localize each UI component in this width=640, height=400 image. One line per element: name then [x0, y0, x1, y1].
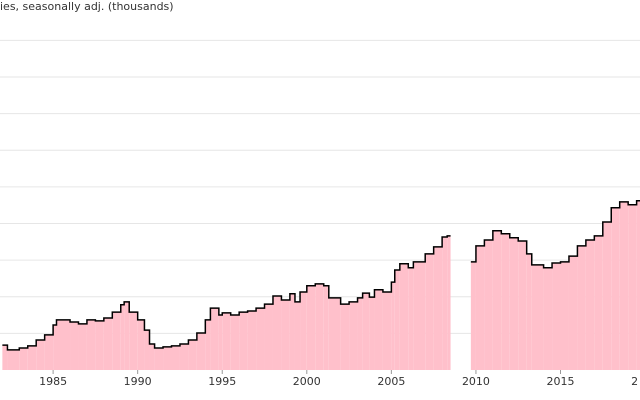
area-step [289, 293, 295, 370]
area-step [19, 348, 28, 370]
area-step [408, 267, 414, 370]
area-step [492, 230, 502, 370]
area-step [272, 296, 282, 370]
area-step [484, 239, 493, 370]
area-step [636, 200, 640, 370]
area-step [349, 301, 358, 370]
area-step [628, 204, 637, 370]
area-step [413, 261, 426, 370]
area-step [509, 237, 519, 370]
area-step [577, 245, 586, 370]
area-step [394, 269, 400, 370]
area-step [340, 304, 350, 370]
area-step [362, 293, 370, 370]
area-step [442, 237, 448, 370]
area-step [281, 300, 290, 370]
area-step [323, 285, 329, 370]
area-step [239, 312, 248, 370]
area-step [391, 282, 395, 370]
area-step [306, 285, 316, 370]
area-step [129, 312, 138, 370]
area-step [44, 334, 54, 370]
chart-title: ies, seasonally adj. (thousands) [0, 0, 174, 13]
area-step [188, 339, 197, 370]
area-step [247, 311, 257, 370]
area-step [369, 297, 375, 370]
area-step [95, 320, 104, 370]
area-step [27, 345, 37, 370]
area-step [357, 297, 363, 370]
area-step [53, 324, 57, 370]
area-step [144, 330, 150, 370]
area-step [300, 291, 307, 370]
area-step [611, 207, 620, 370]
x-tick-label: 2015 [547, 375, 575, 388]
area-step [78, 323, 87, 370]
area-step [382, 291, 392, 370]
area-step [399, 263, 409, 370]
area-step [594, 235, 603, 370]
area-step [619, 201, 629, 370]
area-step [526, 253, 532, 370]
area-step [149, 343, 155, 370]
area-step [560, 261, 569, 370]
area-step [294, 301, 301, 370]
area-step [585, 239, 595, 370]
step-line [2, 235, 451, 351]
area-step [137, 319, 145, 370]
area-step [36, 339, 45, 370]
area-step [112, 312, 121, 370]
x-tick-label: 1990 [124, 375, 152, 388]
area-step [154, 348, 164, 370]
area-step [518, 241, 527, 370]
area-step [425, 253, 434, 370]
area-step [328, 297, 341, 370]
area-step [7, 349, 20, 370]
area-step [210, 308, 219, 370]
area-step [205, 319, 211, 370]
area-step [163, 346, 172, 370]
area-step [171, 345, 180, 370]
area-step [2, 345, 8, 370]
x-tick-label: 2005 [377, 375, 405, 388]
area-step [230, 315, 240, 370]
area-step [531, 264, 544, 370]
area-step [264, 304, 273, 370]
area-step [475, 245, 485, 370]
area-step [602, 222, 612, 370]
x-tick-label: 2000 [293, 375, 321, 388]
area-step [374, 289, 383, 370]
area-step [70, 322, 79, 370]
area-step [86, 319, 96, 370]
area-step [470, 261, 476, 370]
x-tick-label: 2 [631, 375, 638, 388]
area-step [179, 343, 189, 370]
x-tick-label: 1985 [39, 375, 67, 388]
x-tick-label: 2010 [462, 375, 490, 388]
area-step [447, 235, 451, 370]
area-step [568, 256, 578, 370]
area-step [196, 333, 206, 370]
area-step [256, 308, 265, 370]
area-step [56, 319, 71, 370]
area-step [120, 304, 125, 370]
area-step [552, 263, 561, 370]
area-step [433, 246, 443, 370]
area-step [543, 267, 553, 370]
area-step [218, 315, 223, 370]
area-step [103, 317, 113, 370]
step-line [470, 200, 640, 269]
area-step [222, 312, 231, 370]
area-step [501, 233, 510, 370]
area-step [315, 283, 324, 370]
area-step [124, 301, 130, 370]
x-tick-label: 1995 [208, 375, 236, 388]
